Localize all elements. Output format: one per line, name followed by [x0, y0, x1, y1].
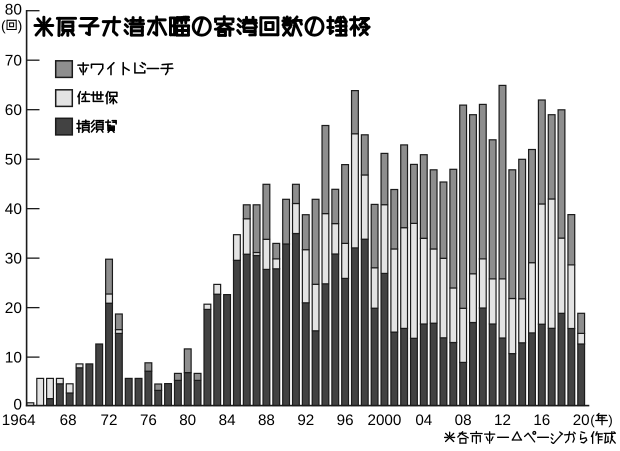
svg-text:2000: 2000	[368, 412, 402, 429]
svg-text:04: 04	[415, 412, 432, 429]
svg-text:40: 40	[5, 201, 22, 218]
svg-text:16: 16	[533, 412, 550, 429]
svg-text:20: 20	[573, 412, 590, 429]
svg-text:72: 72	[101, 412, 118, 429]
svg-text:20: 20	[5, 300, 22, 317]
svg-text:08: 08	[455, 412, 472, 429]
svg-text:80: 80	[5, 2, 22, 19]
svg-text:80: 80	[179, 412, 196, 429]
svg-text:30: 30	[5, 251, 22, 268]
svg-text:96: 96	[337, 412, 354, 429]
svg-text:76: 76	[140, 412, 157, 429]
svg-text:92: 92	[297, 412, 314, 429]
svg-text:0: 0	[13, 397, 22, 414]
svg-text:(: (	[590, 412, 595, 427]
svg-text:68: 68	[60, 412, 77, 429]
svg-text:84: 84	[219, 412, 236, 429]
svg-text:): )	[18, 18, 23, 34]
svg-text:70: 70	[5, 53, 22, 70]
svg-text:50: 50	[5, 152, 22, 169]
svg-text:(: (	[1, 18, 6, 34]
svg-text:60: 60	[5, 102, 22, 119]
svg-text:): )	[608, 412, 613, 427]
svg-text:10: 10	[5, 350, 22, 367]
svg-text:12: 12	[494, 412, 511, 429]
svg-text:1964: 1964	[2, 412, 36, 429]
svg-text:88: 88	[258, 412, 275, 429]
